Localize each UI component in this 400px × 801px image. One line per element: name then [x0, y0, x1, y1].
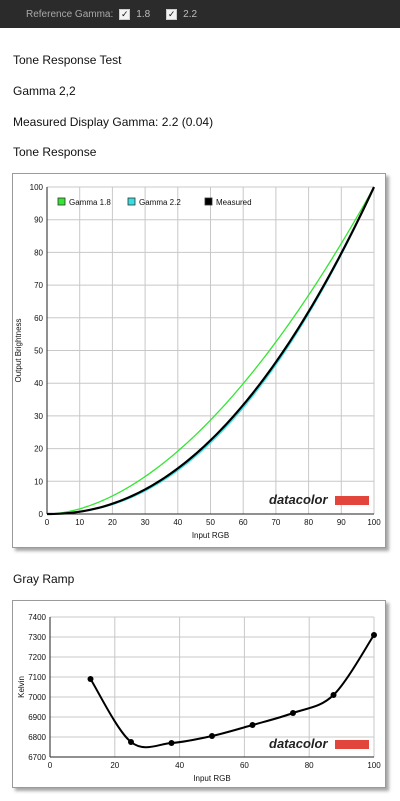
data-point	[371, 632, 377, 638]
y-tick-label: 7000	[28, 693, 46, 702]
datacolor-logo: datacolor	[269, 492, 369, 507]
gamma-1-8-label: 1.8	[136, 8, 151, 20]
y-tick-label: 30	[34, 412, 43, 421]
legend-swatch	[127, 197, 136, 206]
gamma-1-8-checkbox[interactable]: ✓	[119, 8, 131, 20]
y-tick-label: 40	[34, 379, 43, 388]
data-point	[128, 739, 134, 745]
x-tick-label: 10	[75, 518, 84, 527]
y-axis-label: Kelvin	[17, 676, 26, 698]
data-point	[87, 676, 94, 682]
logo-text: datacolor	[269, 736, 328, 751]
tone-response-panel: 0 10 20 30 40 50 60 70 80 90 100 0 10 20 30 40 50 60 70 80 9…	[12, 173, 386, 548]
x-tick-label: 80	[304, 518, 313, 527]
x-tick-label: 30	[141, 518, 150, 527]
x-tick-label: 100	[367, 518, 381, 527]
legend-label: Gamma 2.2	[139, 198, 181, 207]
logo-accent	[335, 496, 369, 505]
y-tick-label: 7100	[28, 673, 46, 682]
y-tick-label: 7300	[28, 633, 46, 642]
y-axis-label: Output Brightness	[14, 318, 23, 382]
y-tick-label: 90	[34, 216, 43, 225]
gamma-2-2-checkbox[interactable]: ✓	[166, 8, 178, 20]
legend-label: Gamma 1.8	[69, 198, 111, 207]
data-point	[249, 722, 256, 728]
x-tick-label: 20	[108, 518, 117, 527]
x-axis-label: Input RGB	[193, 774, 230, 783]
x-tick-label: 90	[337, 518, 346, 527]
y-tick-label: 7400	[28, 613, 46, 622]
gray-ramp-panel: 0 20 40 60 80 100 6700 6800 6900 7000 7100 7200 7300…	[12, 600, 386, 788]
x-tick-label: 70	[271, 518, 280, 527]
series-line-1	[46, 186, 375, 515]
y-tick-label: 10	[34, 477, 43, 486]
y-tick-label: 6900	[28, 713, 46, 722]
x-tick-label: 40	[175, 761, 184, 770]
tone-response-heading: Tone Response	[13, 145, 97, 159]
tone-response-chart: 0 10 20 30 40 50 60 70 80 90 100 0 10 20 30 40 50 60 70 80 9…	[14, 183, 381, 540]
x-axis-label: Input RGB	[192, 531, 229, 540]
y-tick-label: 60	[34, 314, 43, 323]
measured-gamma: Measured Display Gamma: 2.2 (0.04)	[13, 115, 214, 129]
x-tick-label: 0	[48, 761, 53, 770]
x-tick-label: 50	[206, 518, 215, 527]
y-tick-label: 6800	[28, 733, 46, 742]
y-tick-label: 70	[34, 281, 43, 290]
x-tick-label: 80	[305, 761, 314, 770]
y-tick-label: 80	[34, 248, 43, 257]
x-tick-label: 0	[45, 518, 50, 527]
y-tick-label: 0	[39, 510, 44, 519]
series-line-3	[46, 186, 375, 516]
data-point	[168, 740, 175, 746]
gamma-2-2-label: 2.2	[183, 8, 198, 20]
data-point	[290, 710, 296, 716]
x-tick-label: 40	[173, 518, 182, 527]
legend-swatch	[57, 197, 66, 206]
x-tick-label: 60	[239, 518, 248, 527]
page-title: Tone Response Test	[13, 53, 122, 67]
y-tick-label: 100	[30, 183, 44, 192]
gray-ramp-chart: 0 20 40 60 80 100 6700 6800 6900 7000 7100 7200 7300…	[17, 613, 381, 783]
gamma-value: Gamma 2,2	[13, 84, 76, 98]
x-tick-label: 100	[367, 761, 381, 770]
gray-ramp-heading: Gray Ramp	[13, 572, 75, 586]
legend-label: Measured	[216, 198, 252, 207]
reference-gamma-bar: Reference Gamma: ✓ 1.8 ✓ 2.2	[0, 0, 400, 28]
x-tick-label: 60	[240, 761, 249, 770]
y-tick-label: 20	[34, 445, 43, 454]
data-point	[330, 692, 337, 698]
logo-text: datacolor	[269, 492, 328, 507]
legend-swatch	[204, 197, 213, 206]
datacolor-logo: datacolor	[269, 736, 369, 751]
y-tick-label: 7200	[28, 653, 46, 662]
y-tick-label: 50	[34, 347, 43, 356]
reference-gamma-label: Reference Gamma:	[26, 8, 114, 20]
y-tick-label: 6700	[28, 753, 46, 762]
x-tick-label: 20	[110, 761, 119, 770]
data-point	[209, 733, 215, 739]
logo-accent	[335, 740, 369, 749]
